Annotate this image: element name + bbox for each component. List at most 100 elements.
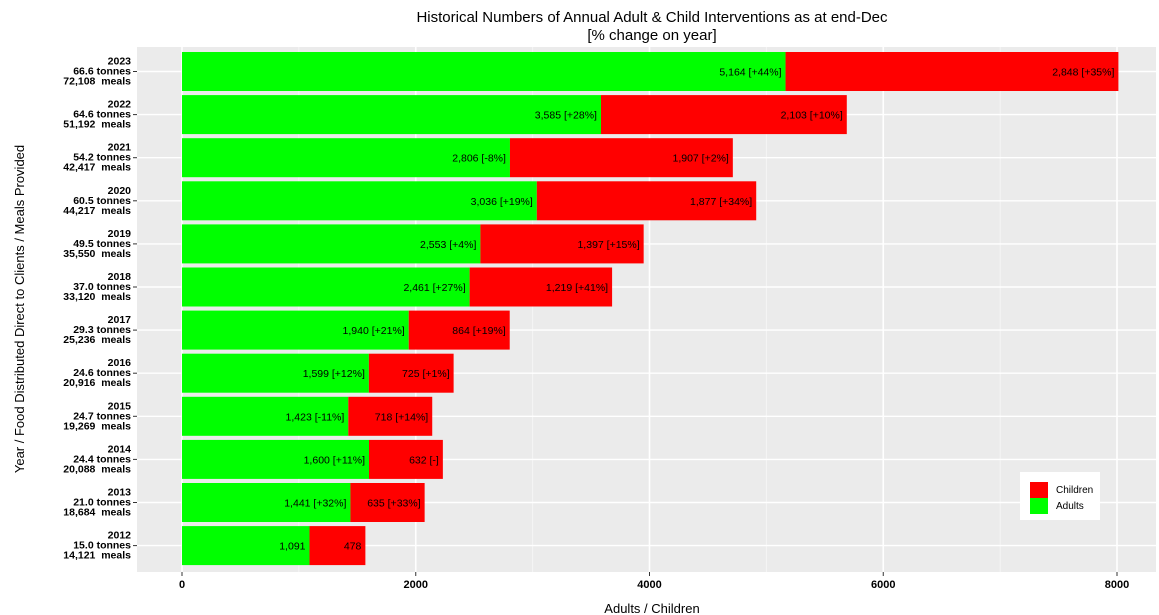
y-tick-label: 24.7 tonnes: [73, 410, 131, 422]
bar-label-adults: 1,600 [+11%]: [304, 454, 365, 466]
bar-label-adults: 2,806 [-8%]: [452, 153, 506, 165]
y-tick-label: 66.6 tonnes: [73, 66, 131, 78]
bar-label-adults: 2,553 [+4%]: [420, 239, 476, 251]
y-tick-label: 42,417 meals: [63, 162, 131, 174]
y-tick-label: 15.0 tonnes: [73, 540, 131, 552]
y-tick-label: 20,916 meals: [63, 377, 131, 389]
y-tick-label: 54.2 tonnes: [73, 152, 131, 164]
y-tick-label: 2012: [108, 530, 132, 542]
y-tick-label: 2023: [108, 56, 132, 68]
bar-label-adults: 3,036 [+19%]: [471, 196, 533, 208]
bar-adults: [182, 181, 537, 221]
bar-adults: [182, 52, 786, 91]
y-tick-label: 24.4 tonnes: [73, 453, 131, 465]
y-tick-label: 24.6 tonnes: [73, 367, 131, 379]
bar-children: [350, 483, 425, 522]
y-tick-label: 35,550 meals: [63, 248, 131, 260]
chart-title: Historical Numbers of Annual Adult & Chi…: [416, 9, 888, 26]
bar-children: [480, 224, 644, 264]
bar-label-adults: 3,585 [+28%]: [535, 110, 597, 122]
legend: Children Adults: [1020, 472, 1100, 520]
y-tick-label: 37.0 tonnes: [73, 281, 131, 293]
bar-label-children: 1,877 [+34%]: [690, 196, 752, 208]
legend-key-children: [1030, 482, 1048, 498]
bar-children: [309, 526, 366, 566]
x-axis-title: Adults / Children: [604, 601, 699, 615]
bar-label-children: 2,103 [+10%]: [781, 110, 843, 122]
bar-label-children: 725 [+1%]: [402, 368, 450, 380]
bar-label-children: 718 [+14%]: [375, 411, 429, 423]
bar-label-adults: 1,441 [+32%]: [284, 498, 346, 510]
bar-children: [368, 353, 454, 393]
y-tick-label: 51,192 meals: [63, 119, 131, 131]
bar-children: [348, 396, 433, 436]
chart-subtitle: [% change on year]: [587, 27, 716, 44]
y-tick-label: 29.3 tonnes: [73, 324, 131, 336]
y-tick-label: 2022: [108, 99, 132, 111]
bar-label-children: 864 [+19%]: [452, 325, 506, 337]
y-tick-label: 2021: [108, 142, 132, 154]
y-tick-label: 64.6 tonnes: [73, 109, 131, 121]
y-tick-label: 60.5 tonnes: [73, 195, 131, 207]
y-tick-label: 2014: [108, 443, 132, 455]
y-tick-label: 72,108 meals: [63, 76, 131, 88]
y-tick-label: 19,269 meals: [63, 420, 131, 432]
bar-adults: [182, 267, 470, 307]
bar-label-children: 635 [+33%]: [367, 498, 421, 510]
y-tick-label: 2015: [108, 400, 132, 412]
y-tick-label: 33,120 meals: [63, 291, 131, 303]
y-tick-label: 18,684 meals: [63, 507, 131, 519]
bar-children: [536, 181, 757, 221]
bar-label-children: 1,907 [+2%]: [672, 153, 728, 165]
y-tick-label: 2016: [108, 357, 132, 369]
y-tick-label: 2018: [108, 271, 132, 283]
x-tick-label: 2000: [404, 579, 428, 591]
bar-children: [408, 310, 510, 350]
bar-adults: [182, 310, 409, 350]
bar-label-children: 632 [-]: [409, 454, 439, 466]
y-tick-label: 49.5 tonnes: [73, 238, 131, 250]
bar-adults: [182, 483, 351, 522]
y-tick-label: 14,121 meals: [63, 550, 131, 562]
bar-children: [369, 439, 443, 479]
x-tick-label: 0: [179, 579, 185, 591]
legend-label-children: Children: [1056, 485, 1093, 496]
y-tick-label: 2017: [108, 314, 132, 326]
bar-adults: [182, 353, 369, 393]
y-tick-label: 2020: [108, 185, 132, 197]
bar-label-children: 2,848 [+35%]: [1052, 67, 1114, 79]
bar-label-children: 1,397 [+15%]: [577, 239, 639, 251]
y-tick-label: 44,217 meals: [63, 205, 131, 217]
y-tick-label: 21.0 tonnes: [73, 497, 131, 509]
bar-label-adults: 1,940 [+21%]: [343, 325, 405, 337]
legend-label-adults: Adults: [1056, 501, 1084, 512]
bar-adults: [182, 138, 510, 178]
x-tick-label: 8000: [1105, 579, 1129, 591]
bars: [182, 52, 1119, 566]
bar-label-adults: 5,164 [+44%]: [719, 67, 781, 79]
y-tick-label: 2019: [108, 228, 132, 240]
bar-label-adults: 2,461 [+27%]: [403, 282, 465, 294]
y-tick-label: 25,236 meals: [63, 334, 131, 346]
bar-children: [785, 52, 1119, 91]
legend-key-adults: [1030, 498, 1048, 514]
x-axis-ticks: 0 2000 4000 6000 8000: [179, 572, 1129, 591]
y-tick-label: 2013: [108, 487, 132, 499]
bar-children: [509, 138, 733, 178]
x-tick-label: 6000: [871, 579, 895, 591]
bar-label-adults: 1,423 [-11%]: [286, 411, 345, 423]
bar-adults: [182, 439, 369, 479]
bar-adults: [182, 396, 349, 436]
bar-labels: 5,164 [+44%] 2,848 [+35%] 3,585 [+28%] 2,10…: [279, 67, 1114, 553]
bar-label-children: 1,219 [+41%]: [546, 282, 608, 294]
bar-label-adults: 1,599 [+12%]: [303, 368, 365, 380]
y-axis-title: Year / Food Distributed Direct to Client…: [12, 145, 27, 473]
bar-label-children: 478: [344, 541, 362, 553]
bar-adults: [182, 526, 310, 566]
bar-adults: [182, 95, 601, 135]
bar-children: [600, 95, 847, 135]
bar-label-adults: 1,091: [279, 541, 305, 553]
bar-adults: [182, 224, 481, 264]
